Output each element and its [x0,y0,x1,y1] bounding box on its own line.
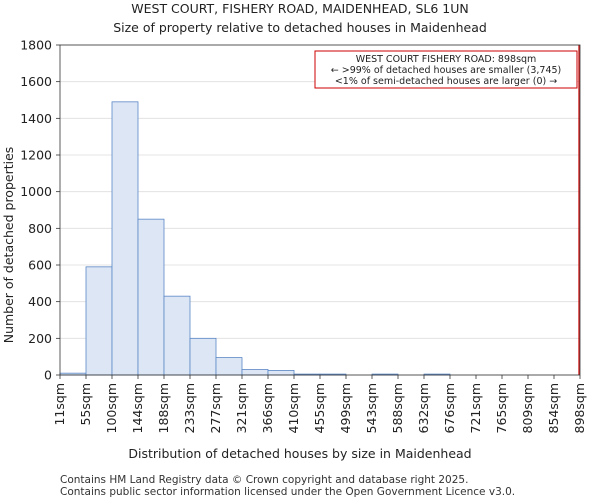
x-tick-label: 588sqm [390,383,405,433]
y-tick-label: 400 [28,294,52,309]
y-axis-ticks: 0 200 400 600 800 1000 1200 1400 1600 1800 [20,38,60,383]
bar [85,266,113,376]
x-tick-label: 144sqm [130,383,145,433]
chart-title: WEST COURT, FISHERY ROAD, MAIDENHEAD, SL… [131,1,469,16]
x-tick-label: 366sqm [260,383,275,433]
x-tick-label: 765sqm [494,383,509,433]
x-tick-label: 499sqm [338,383,353,433]
y-tick-label: 0 [44,368,52,383]
annotation-box: WEST COURT FISHERY ROAD: 898sqm ← >99% o… [314,50,578,89]
x-axis-label: Distribution of detached houses by size … [128,446,471,461]
annotation-line-2: ← >99% of detached houses are smaller (3… [331,65,562,76]
bars [59,101,451,376]
chart-subtitle: Size of property relative to detached ho… [113,20,487,35]
x-tick-label: 55sqm [78,383,93,426]
bar [111,101,139,376]
x-tick-label: 676sqm [442,383,457,433]
y-tick-label: 1800 [20,38,52,53]
x-tick-label: 11sqm [52,383,67,426]
x-axis-ticks: 11sqm 55sqm 100sqm 144sqm 188sqm 233sqm 277sqm… [52,375,587,433]
x-tick-label: 100sqm [104,383,119,433]
y-axis-label: Number of detached properties [1,147,16,344]
x-tick-label: 898sqm [572,383,587,433]
bar [215,357,243,376]
y-tick-label: 1400 [20,111,52,126]
y-tick-label: 1000 [20,184,52,199]
bar [241,369,269,376]
annotation-frame [314,50,578,89]
bar [137,218,165,376]
annotation-line-1: WEST COURT FISHERY ROAD: 898sqm [356,54,537,65]
x-tick-label: 410sqm [286,383,301,433]
bar [189,337,217,376]
y-tick-label: 600 [28,258,52,273]
y-tick-label: 800 [28,221,52,236]
bar [267,370,295,376]
footer-line-1: Contains HM Land Registry data © Crown c… [60,474,468,486]
x-tick-label: 632sqm [416,383,431,433]
annotation-line-3: <1% of semi-detached houses are larger (… [335,76,557,87]
x-tick-label: 543sqm [364,383,379,433]
footer-line-2: Contains public sector information licen… [60,486,515,498]
x-tick-label: 809sqm [520,383,535,433]
x-tick-label: 321sqm [234,383,249,433]
bar [163,295,191,376]
x-tick-label: 854sqm [546,383,561,433]
y-tick-label: 1600 [20,74,52,89]
x-tick-label: 455sqm [312,383,327,433]
y-tick-label: 200 [28,331,52,346]
x-tick-label: 233sqm [182,383,197,433]
x-tick-label: 721sqm [468,383,483,433]
x-tick-label: 188sqm [156,383,171,433]
y-tick-label: 1200 [20,148,52,163]
x-tick-label: 277sqm [208,383,223,433]
